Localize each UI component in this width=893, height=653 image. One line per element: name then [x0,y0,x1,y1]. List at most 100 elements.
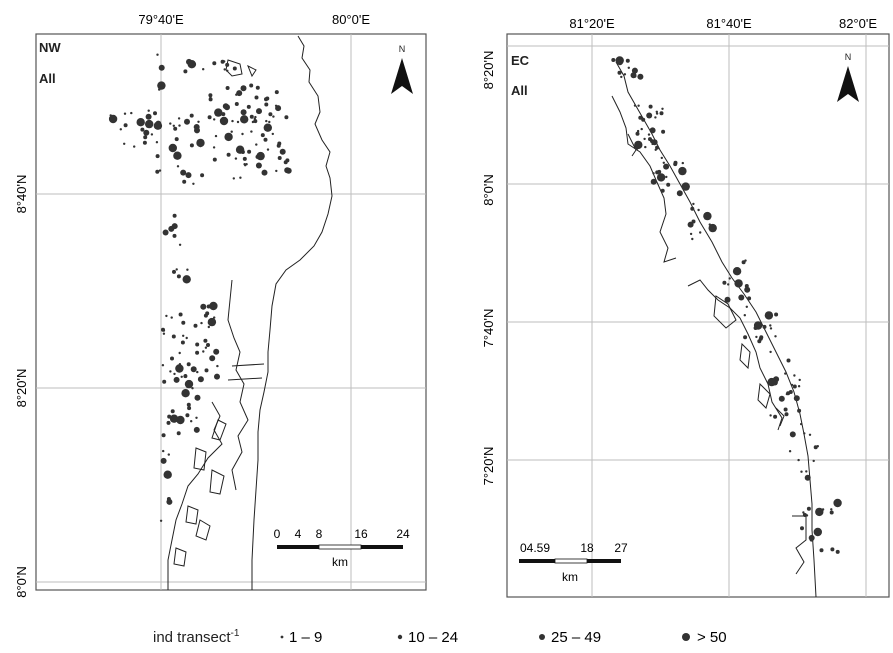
nw-subset-label: All [39,71,56,86]
nw-lat-tick: 8°40'N [14,175,29,214]
survey-point [187,403,191,407]
survey-point [181,341,185,345]
survey-point [768,378,776,386]
survey-point [224,133,232,141]
survey-point [278,156,282,160]
survey-point [785,412,789,416]
survey-point [156,141,158,143]
survey-point [793,385,797,389]
survey-point [256,163,262,169]
survey-point [654,116,656,118]
survey-point [655,170,659,174]
map-figure: NW All N 0 4 8 16 24 km 79°40'E 80°0'E 8… [0,0,893,622]
survey-point [802,511,804,513]
survey-point [212,61,216,65]
survey-point [236,146,244,154]
survey-point [162,364,164,366]
survey-point [153,111,157,115]
survey-point [146,114,152,120]
survey-point [209,302,217,310]
survey-point [769,351,771,353]
survey-point [167,421,171,425]
survey-point [803,432,805,434]
survey-point [172,223,178,229]
survey-point [174,377,180,383]
survey-point [190,143,194,147]
survey-point [199,145,201,147]
survey-point [787,359,791,363]
survey-point [682,162,684,164]
survey-point [657,173,665,181]
survey-point [267,148,269,150]
survey-point [170,415,178,423]
nw-map-frame [36,34,426,590]
ec-scale-tick: 18 [580,541,594,555]
survey-point [123,143,125,145]
survey-point [173,152,181,160]
survey-point [255,143,257,145]
survey-point [206,343,210,347]
survey-point [655,146,659,150]
survey-point [742,260,746,264]
nw-lon-tick: 79°40'E [138,12,184,27]
survey-point [209,97,213,101]
survey-point [173,127,177,131]
nw-scale-tick: 8 [316,527,323,541]
survey-point [784,408,788,412]
nw-scale-tick: 16 [354,527,368,541]
survey-point [800,423,802,425]
survey-point [264,124,272,132]
survey-point [254,116,256,118]
survey-point [173,125,175,127]
survey-point [177,431,181,435]
survey-point [225,63,229,67]
ec-lat-tick: 7°40'N [481,309,496,348]
survey-point [137,118,145,126]
survey-point [833,499,841,507]
survey-point [181,389,189,397]
survey-point [151,133,153,135]
survey-point [159,169,161,171]
survey-point [628,67,630,69]
survey-point [830,508,832,510]
legend-label-class-1: 1 – 9 [289,629,322,646]
ec-lat-tick: 8°0'N [481,174,496,206]
survey-point [253,119,257,123]
survey-point [275,90,279,94]
survey-point [744,287,750,293]
survey-point [691,238,693,240]
survey-point [214,374,220,380]
survey-point [173,234,177,238]
survey-point [636,132,640,136]
survey-point [195,343,199,347]
survey-point [148,110,150,112]
survey-point [682,182,690,190]
legend: ind transect-1 1 – 9 10 – 24 25 – 49 > 5… [0,622,893,650]
survey-point [661,130,665,134]
survey-point [809,434,811,436]
survey-point [173,373,175,375]
survey-point [805,470,807,472]
survey-point [800,471,802,473]
survey-point [799,379,801,381]
survey-point [200,304,206,310]
survey-point [692,203,694,205]
survey-point [191,387,193,389]
survey-point [170,357,174,361]
survey-point [237,121,239,123]
survey-point [774,313,778,317]
survey-point [763,325,767,329]
survey-point [208,322,210,324]
survey-point [272,133,274,135]
survey-point [156,154,160,158]
survey-point [197,121,199,123]
survey-point [817,445,819,447]
survey-point [231,120,233,122]
survey-point [200,173,204,177]
survey-point [746,306,748,308]
survey-point [703,212,711,220]
survey-point [157,81,165,89]
survey-point [663,162,665,164]
survey-point [707,214,709,216]
survey-point [250,130,252,132]
